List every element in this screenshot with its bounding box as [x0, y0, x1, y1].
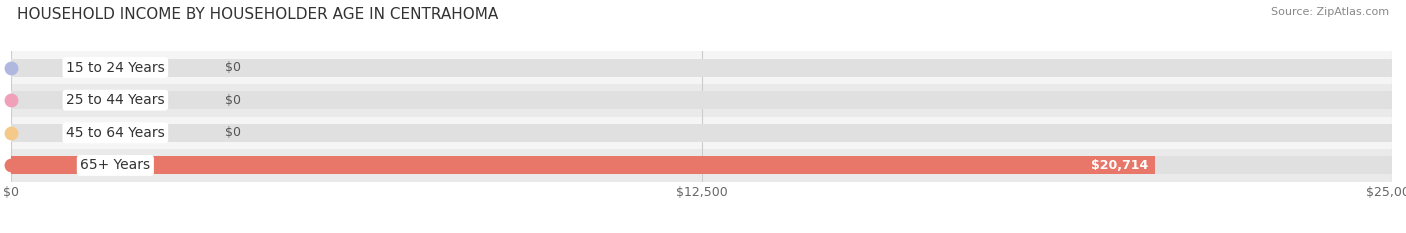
Text: $0: $0: [225, 61, 242, 74]
Text: HOUSEHOLD INCOME BY HOUSEHOLDER AGE IN CENTRAHOMA: HOUSEHOLD INCOME BY HOUSEHOLDER AGE IN C…: [17, 7, 498, 22]
Text: 25 to 44 Years: 25 to 44 Years: [66, 93, 165, 107]
Bar: [11, 157, 1392, 174]
Text: $0: $0: [225, 126, 242, 139]
Bar: [11, 157, 1156, 174]
Text: 65+ Years: 65+ Years: [80, 158, 150, 172]
Text: Source: ZipAtlas.com: Source: ZipAtlas.com: [1271, 7, 1389, 17]
Bar: [11, 124, 1392, 142]
Bar: [11, 51, 1392, 84]
Text: 45 to 64 Years: 45 to 64 Years: [66, 126, 165, 140]
Text: 15 to 24 Years: 15 to 24 Years: [66, 61, 165, 75]
Text: $0: $0: [225, 94, 242, 107]
Bar: [11, 149, 1392, 182]
Bar: [11, 116, 1392, 149]
Text: $20,714: $20,714: [1091, 159, 1149, 172]
Bar: [11, 59, 1392, 76]
Bar: [11, 84, 1392, 116]
Bar: [11, 91, 1392, 109]
